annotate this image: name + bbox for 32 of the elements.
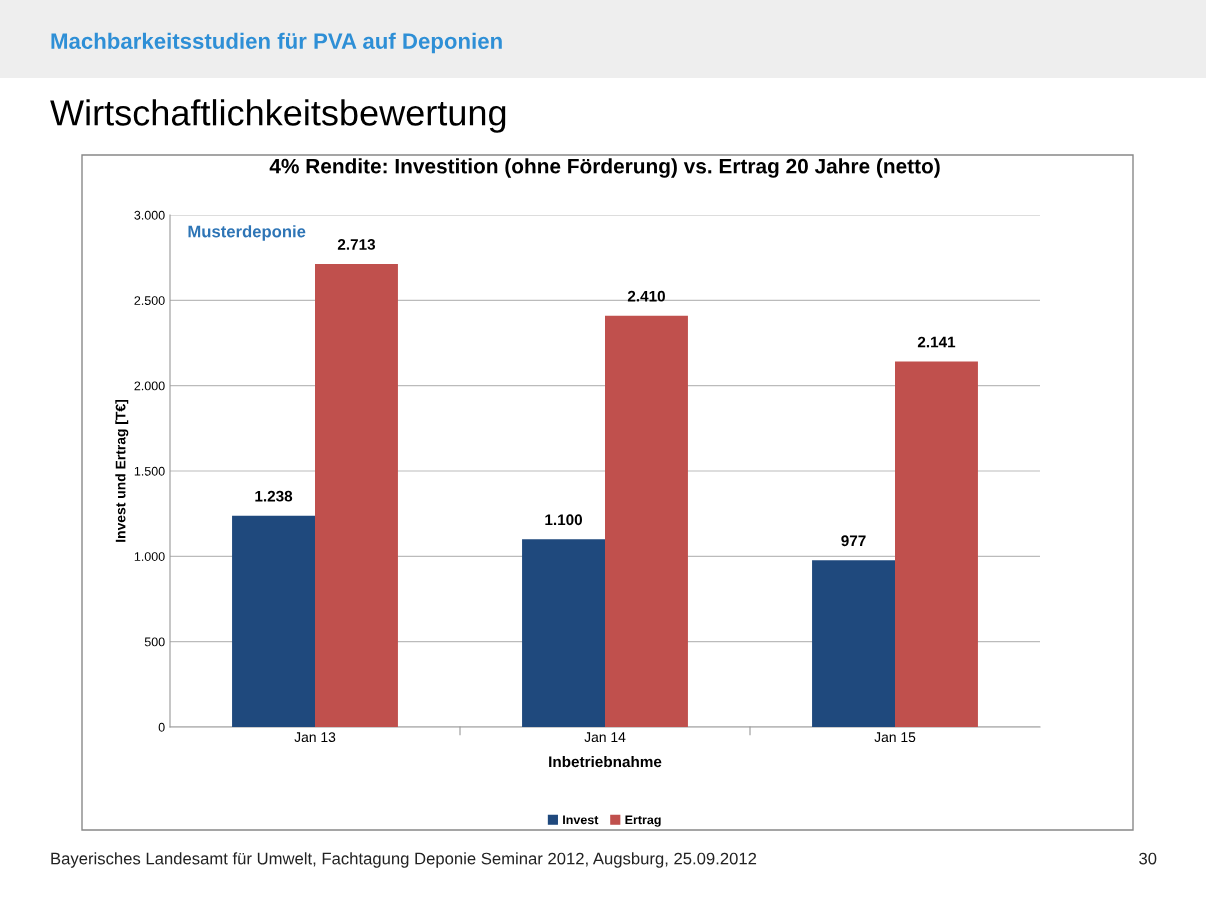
y-tick-label: 3.000: [134, 210, 165, 220]
legend-label: Ertrag: [625, 815, 661, 827]
chart-title: 4% Rendite: Investition (ohne Förderung) vs. Ertrag 20 Jahre (netto): [269, 158, 940, 178]
y-tick-label: 500: [144, 637, 165, 647]
legend-label: Invest: [563, 815, 599, 825]
text: 30: [1139, 852, 1157, 865]
x-axis-title: Inbetriebnahme: [549, 755, 662, 768]
data-label: 1.238: [255, 490, 293, 502]
x-tick-label: Jan 14: [584, 732, 626, 743]
bar: [812, 560, 895, 727]
data-label: 2.141: [917, 336, 956, 348]
text: Wirtschaftlichkeitsbewertung: [50, 99, 506, 133]
data-label: 2.410: [627, 290, 665, 302]
data-label: 1.100: [545, 514, 583, 526]
y-tick-label: 1.000: [134, 552, 165, 561]
x-tick-label: Jan 13: [294, 732, 336, 743]
text: Bayerisches Landesamt für Umwelt, Fachtagung Deponie Seminar 2012, Augsburg, 25.09.2012: [51, 852, 757, 868]
x-tick-label: Jan 15: [874, 732, 916, 743]
bar: [522, 539, 605, 727]
bar: [315, 263, 398, 727]
y-axis-title: Invest und Ertrag [T€]: [115, 400, 129, 542]
y-tick-label: 0: [158, 722, 165, 732]
y-tick-label: 2.000: [134, 381, 165, 391]
y-tick-label: 1.500: [134, 466, 165, 476]
bar: [232, 515, 315, 727]
data-label: 977: [841, 535, 866, 547]
annotation: Musterdeponie: [188, 225, 306, 241]
bar: [605, 315, 688, 727]
text: Machbarkeitsstudien für PVA auf Deponien: [51, 32, 502, 54]
y-tick-label: 2.500: [134, 296, 165, 305]
bar: [895, 361, 978, 727]
data-label: 2.713: [337, 239, 376, 250]
